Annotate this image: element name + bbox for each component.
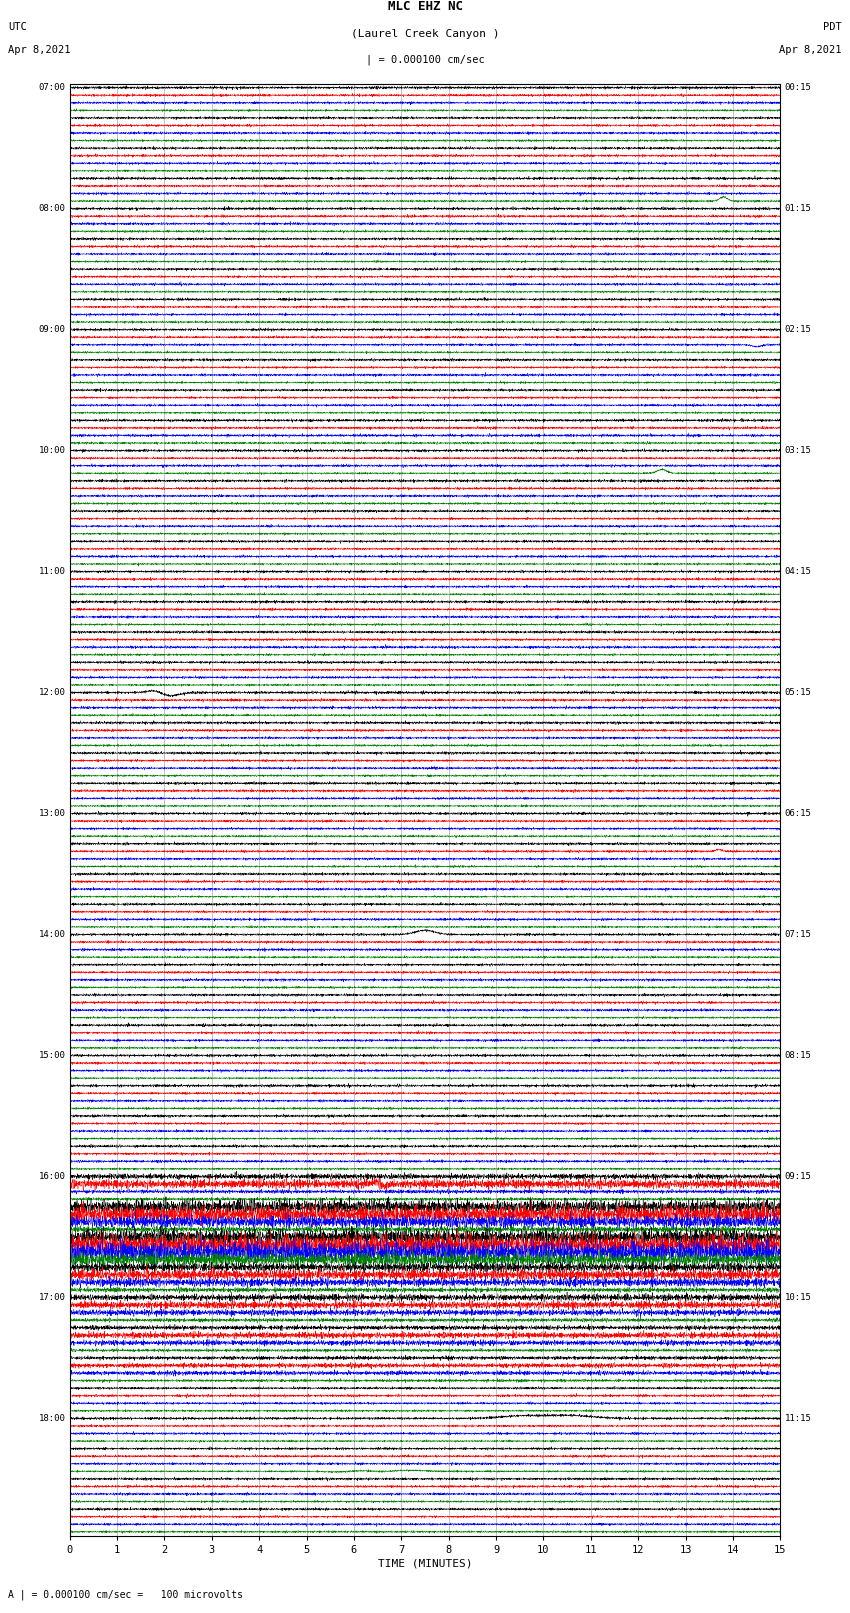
Text: 17:00: 17:00 bbox=[38, 1294, 65, 1302]
Text: A | = 0.000100 cm/sec =   100 microvolts: A | = 0.000100 cm/sec = 100 microvolts bbox=[8, 1589, 243, 1600]
Text: PDT: PDT bbox=[823, 23, 842, 32]
Text: 13:00: 13:00 bbox=[38, 810, 65, 818]
Text: 11:00: 11:00 bbox=[38, 568, 65, 576]
Text: 02:15: 02:15 bbox=[785, 326, 812, 334]
Text: (Laurel Creek Canyon ): (Laurel Creek Canyon ) bbox=[351, 29, 499, 39]
Text: 07:15: 07:15 bbox=[785, 931, 812, 939]
Text: 15:00: 15:00 bbox=[38, 1052, 65, 1060]
Text: 09:15: 09:15 bbox=[785, 1173, 812, 1181]
Text: 09:00: 09:00 bbox=[38, 326, 65, 334]
Text: | = 0.000100 cm/sec: | = 0.000100 cm/sec bbox=[366, 53, 484, 65]
X-axis label: TIME (MINUTES): TIME (MINUTES) bbox=[377, 1558, 473, 1569]
Text: 10:00: 10:00 bbox=[38, 447, 65, 455]
Text: 14:00: 14:00 bbox=[38, 931, 65, 939]
Text: Apr 8,2021: Apr 8,2021 bbox=[8, 45, 71, 55]
Text: Apr 8,2021: Apr 8,2021 bbox=[779, 45, 842, 55]
Text: 00:15: 00:15 bbox=[785, 84, 812, 92]
Text: UTC: UTC bbox=[8, 23, 27, 32]
Text: 16:00: 16:00 bbox=[38, 1173, 65, 1181]
Text: 08:00: 08:00 bbox=[38, 205, 65, 213]
Text: 06:15: 06:15 bbox=[785, 810, 812, 818]
Text: 18:00: 18:00 bbox=[38, 1415, 65, 1423]
Text: 07:00: 07:00 bbox=[38, 84, 65, 92]
Text: 08:15: 08:15 bbox=[785, 1052, 812, 1060]
Text: MLC EHZ NC: MLC EHZ NC bbox=[388, 0, 462, 13]
Text: 01:15: 01:15 bbox=[785, 205, 812, 213]
Text: 05:15: 05:15 bbox=[785, 689, 812, 697]
Text: 12:00: 12:00 bbox=[38, 689, 65, 697]
Text: 03:15: 03:15 bbox=[785, 447, 812, 455]
Text: 10:15: 10:15 bbox=[785, 1294, 812, 1302]
Text: 11:15: 11:15 bbox=[785, 1415, 812, 1423]
Text: 04:15: 04:15 bbox=[785, 568, 812, 576]
